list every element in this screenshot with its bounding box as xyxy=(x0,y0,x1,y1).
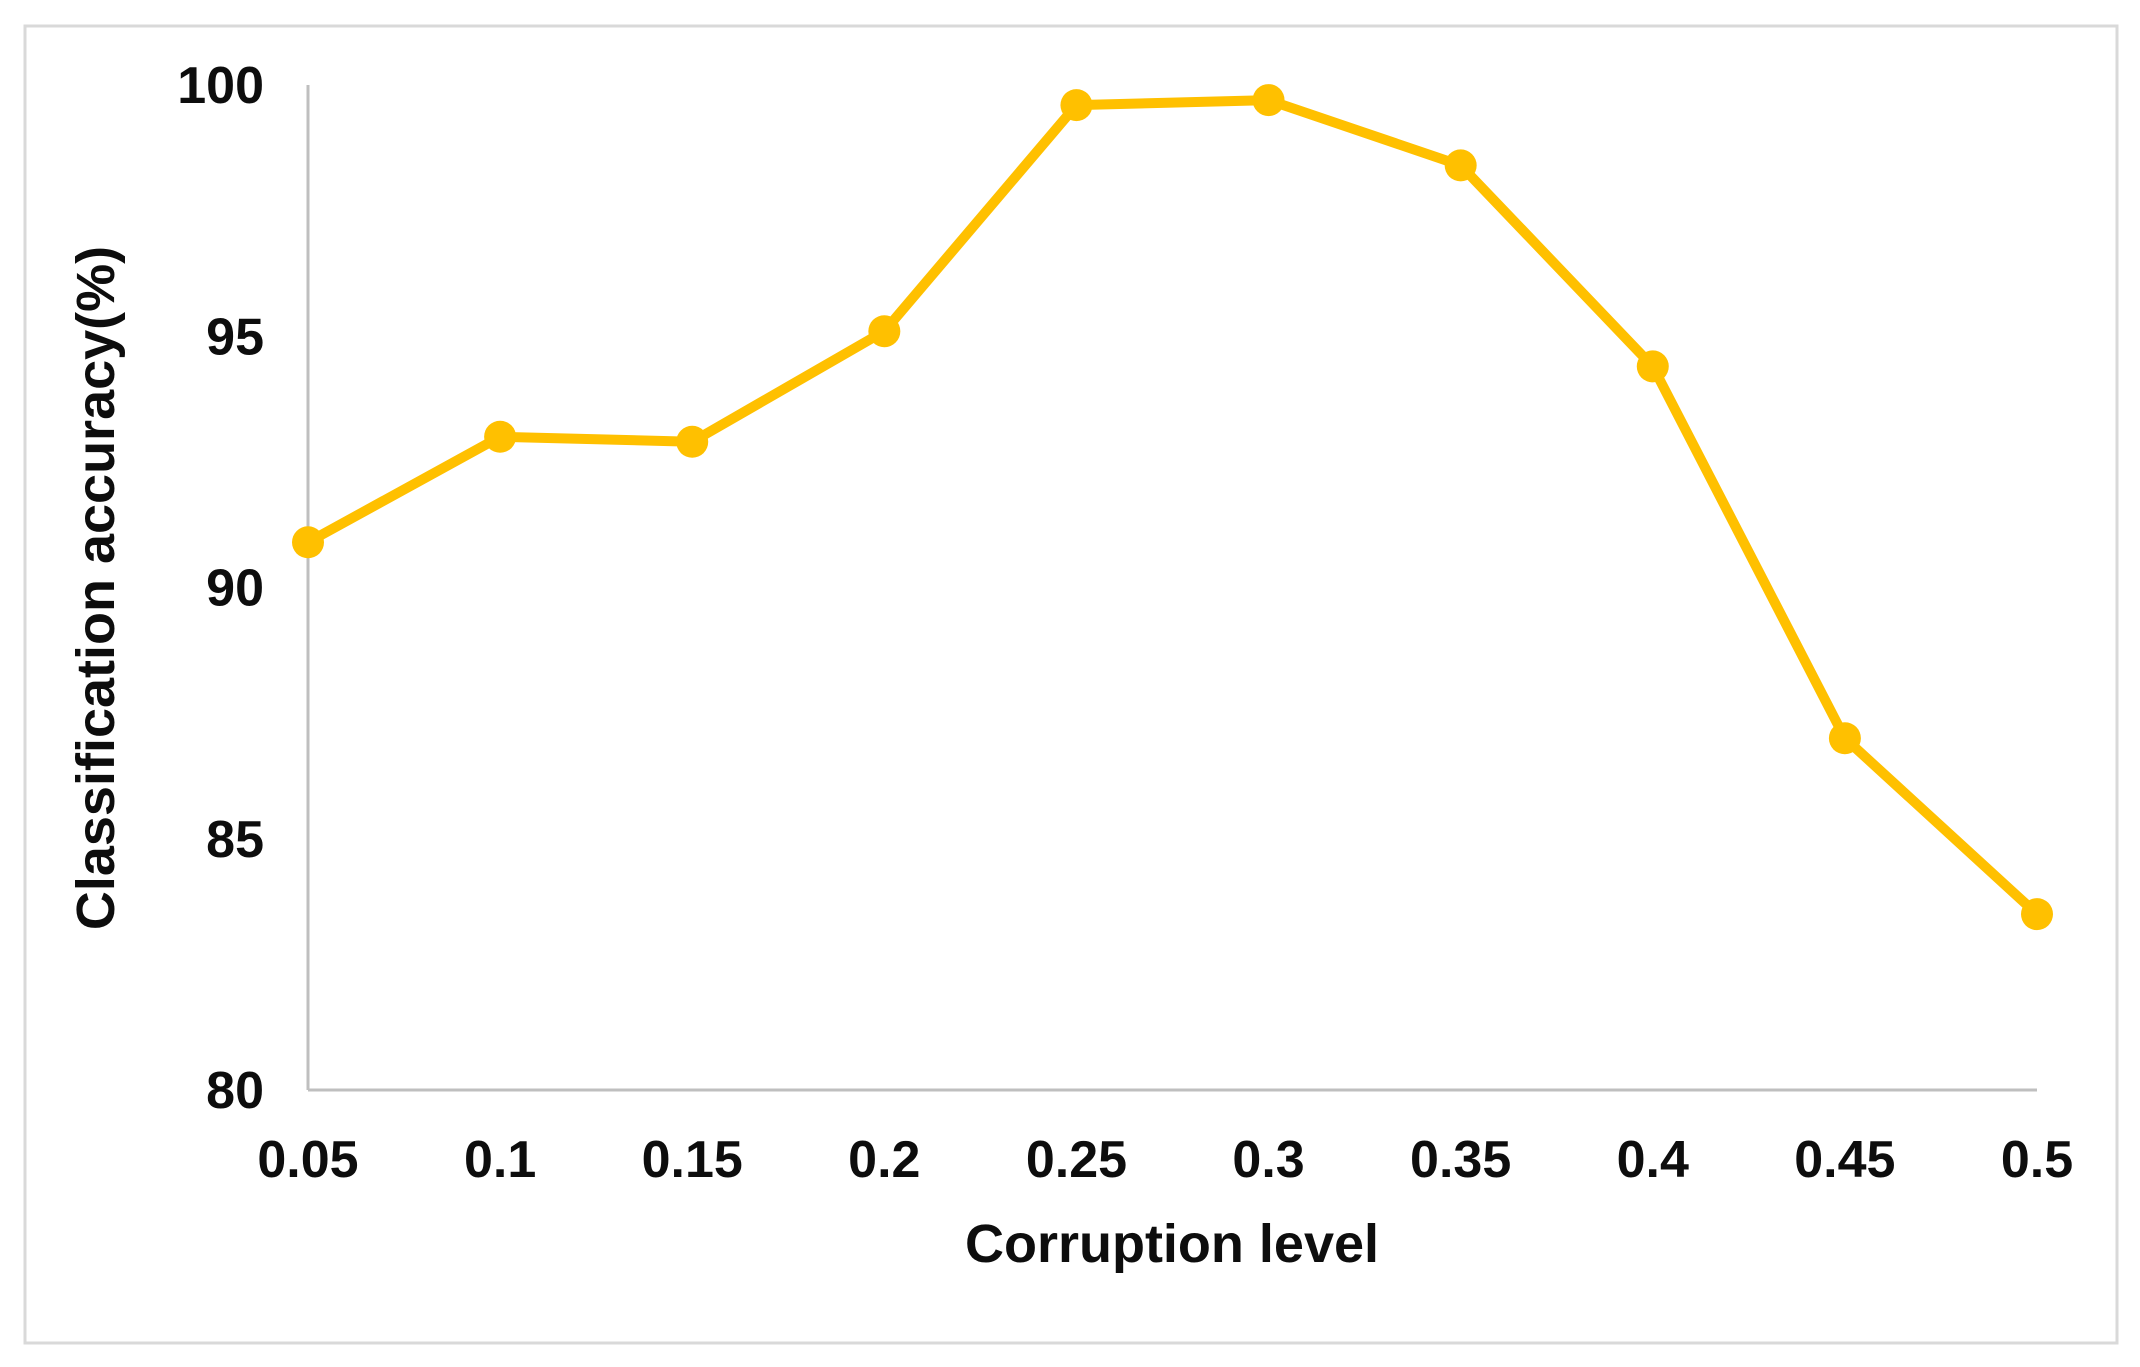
data-point-marker xyxy=(868,315,901,348)
x-tick-label: 0.2 xyxy=(848,1131,920,1189)
data-point-markers xyxy=(292,84,2053,931)
x-tick-label: 0.35 xyxy=(1410,1131,1511,1189)
y-tick-label: 90 xyxy=(206,560,264,618)
data-point-marker xyxy=(1828,722,1861,755)
x-tick-label: 0.05 xyxy=(257,1131,358,1189)
data-point-marker xyxy=(1444,149,1477,182)
y-tick-label: 95 xyxy=(206,308,264,366)
data-point-marker xyxy=(292,526,324,559)
y-tick-label: 80 xyxy=(206,1062,264,1120)
x-tick-label: 0.3 xyxy=(1232,1131,1304,1189)
accuracy-line xyxy=(303,95,2042,920)
data-point-marker xyxy=(1252,84,1285,117)
data-point-marker xyxy=(1060,89,1093,122)
data-point-marker xyxy=(484,420,517,453)
x-tick-labels: 0.05 0.1 0.15 0.2 0.25 0.3 0.35 0.4 0.45 0.5 xyxy=(257,1131,2073,1189)
x-tick-label: 0.25 xyxy=(1026,1131,1127,1189)
y-tick-label: 100 xyxy=(177,57,264,115)
x-tick-label: 0.45 xyxy=(1794,1131,1895,1189)
x-tick-label: 0.4 xyxy=(1617,1131,1689,1189)
x-axis-title: Corruption level xyxy=(965,1214,1379,1274)
figure-border xyxy=(23,24,2119,1345)
x-tick-label: 0.5 xyxy=(2001,1131,2073,1189)
y-tick-label: 85 xyxy=(206,811,264,869)
x-tick-label: 0.15 xyxy=(642,1131,743,1189)
data-point-marker xyxy=(2021,898,2053,931)
x-tick-label: 0.1 xyxy=(464,1131,536,1189)
y-axis-title: Classification accuracy(%) xyxy=(66,246,126,930)
y-tick-labels: 80 85 90 95 100 xyxy=(177,57,264,1120)
data-point-marker xyxy=(676,425,709,458)
data-point-marker xyxy=(1636,350,1669,383)
